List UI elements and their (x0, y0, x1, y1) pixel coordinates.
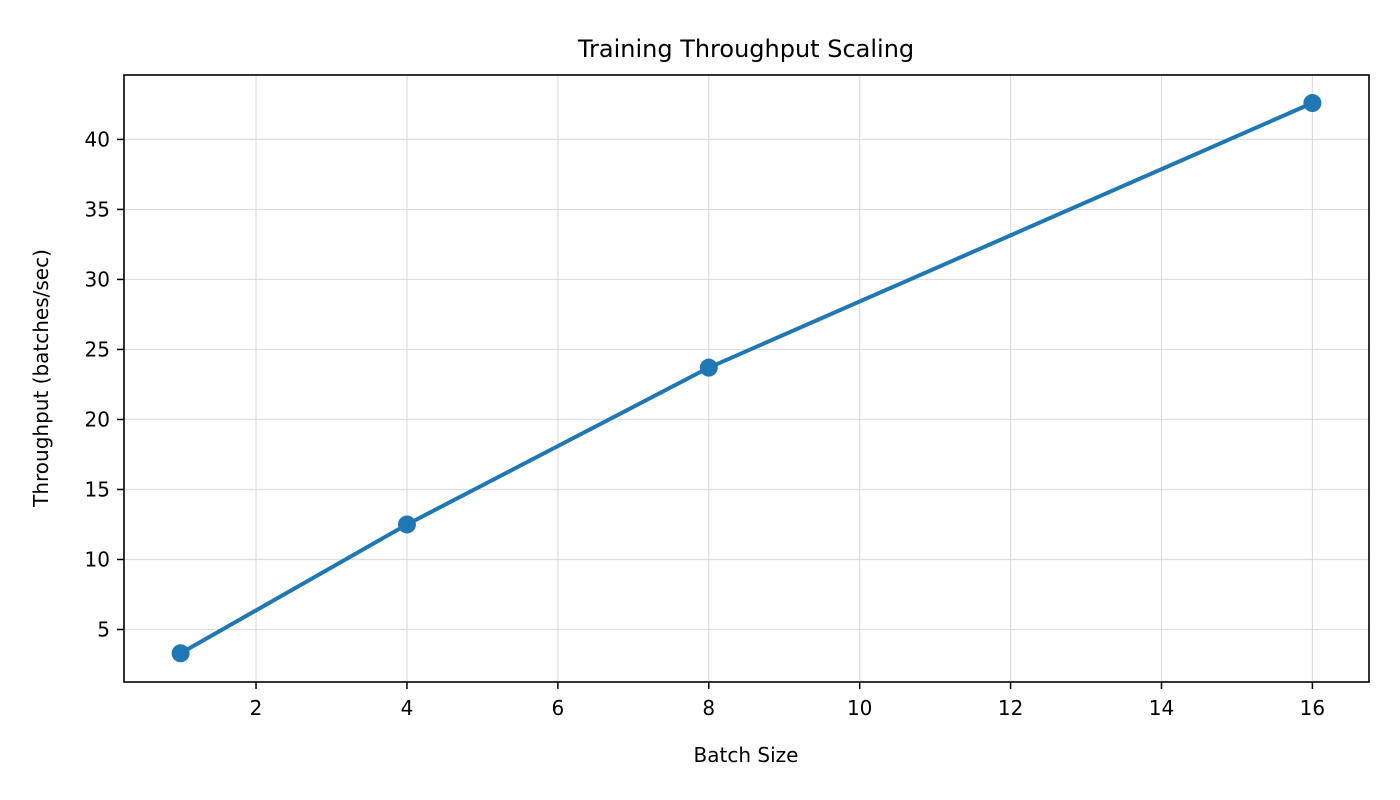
y-tick-label: 15 (85, 477, 110, 501)
data-point (171, 644, 190, 663)
data-point (699, 358, 718, 377)
y-tick-label: 20 (85, 407, 110, 431)
x-tick-label: 14 (1149, 696, 1174, 720)
x-tick-label: 6 (551, 696, 564, 720)
x-axis-title: Batch Size (694, 743, 799, 767)
axes-layer (123, 74, 1370, 683)
chart-title: Training Throughput Scaling (577, 35, 914, 63)
x-tick-label: 8 (702, 696, 715, 720)
x-tick-label: 4 (401, 696, 414, 720)
y-tick-label: 5 (97, 617, 110, 641)
y-tick-label: 35 (85, 197, 110, 221)
x-tick-label: 16 (1300, 696, 1325, 720)
data-point (1303, 94, 1322, 113)
y-tick-label: 10 (85, 547, 110, 571)
y-tick-label: 30 (85, 267, 110, 291)
series-line (178, 101, 1315, 656)
y-axis-title: Throughput (batches/sec) (29, 249, 53, 508)
ticks-layer: 2 4 6 8 10 12 14 16 5 10 15 20 25 30 35 40 (85, 127, 1326, 720)
data-point (397, 515, 416, 534)
y-tick-label: 40 (85, 127, 110, 151)
y-tick-label: 25 (85, 337, 110, 361)
plot-frame (123, 74, 1370, 683)
x-tick-label: 10 (847, 696, 872, 720)
x-tick-label: 12 (998, 696, 1023, 720)
x-tick-label: 2 (250, 696, 263, 720)
grid-layer (124, 75, 1369, 682)
series-layer (171, 94, 1322, 663)
